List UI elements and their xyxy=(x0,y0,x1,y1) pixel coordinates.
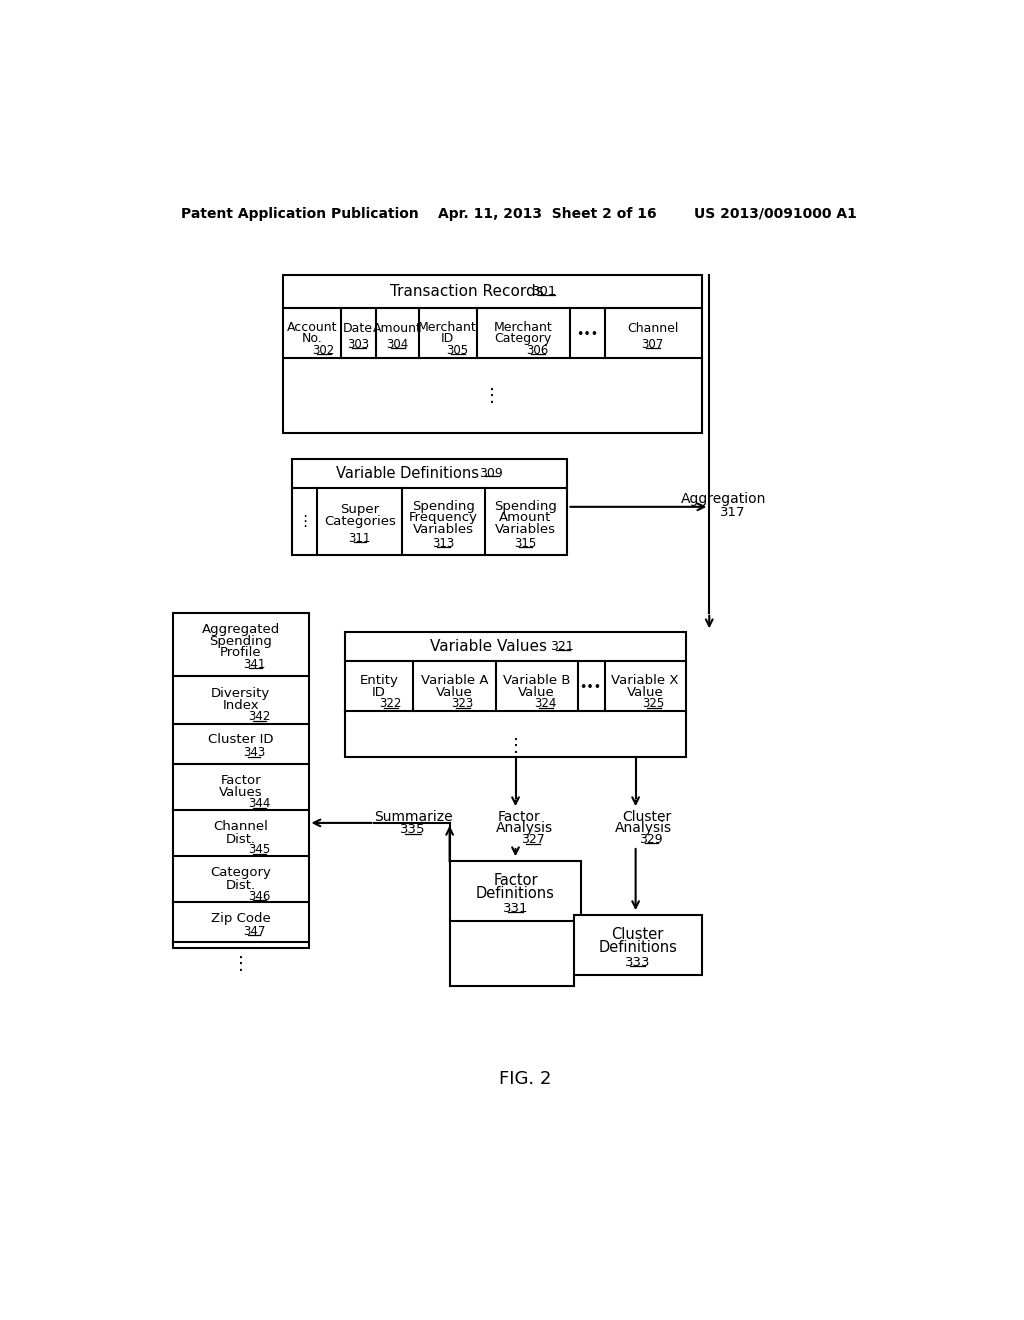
Bar xyxy=(573,915,701,974)
Text: Factor: Factor xyxy=(498,809,541,824)
Text: Definitions: Definitions xyxy=(598,940,677,956)
Text: Variable X: Variable X xyxy=(611,675,679,688)
Text: Merchant: Merchant xyxy=(418,321,477,334)
Text: 307: 307 xyxy=(642,338,664,351)
Text: Value: Value xyxy=(518,686,555,698)
Text: 306: 306 xyxy=(526,345,548,356)
Text: 335: 335 xyxy=(400,824,426,837)
Text: 345: 345 xyxy=(248,843,270,857)
Text: 346: 346 xyxy=(248,890,270,903)
Text: •••: ••• xyxy=(575,327,598,341)
Text: Patent Application Publication: Patent Application Publication xyxy=(180,207,419,220)
Text: Value: Value xyxy=(436,686,473,698)
Text: 321: 321 xyxy=(550,640,573,653)
Bar xyxy=(173,612,308,948)
Text: 333: 333 xyxy=(625,956,650,969)
Text: 311: 311 xyxy=(348,532,371,545)
Text: 302: 302 xyxy=(312,345,335,356)
Text: Definitions: Definitions xyxy=(476,886,555,902)
Text: 322: 322 xyxy=(379,697,401,710)
Text: Frequency: Frequency xyxy=(409,511,478,524)
Text: Value: Value xyxy=(627,686,664,698)
Text: US 2013/0091000 A1: US 2013/0091000 A1 xyxy=(693,207,857,220)
Text: Category: Category xyxy=(210,866,271,879)
Bar xyxy=(292,459,567,554)
Text: Transaction Records: Transaction Records xyxy=(390,284,544,300)
Text: Diversity: Diversity xyxy=(211,686,270,700)
Text: ⋮: ⋮ xyxy=(507,737,524,755)
Text: ID: ID xyxy=(440,333,454,346)
Text: 309: 309 xyxy=(479,467,503,480)
Text: Cluster ID: Cluster ID xyxy=(208,733,273,746)
Bar xyxy=(345,632,686,756)
Text: Index: Index xyxy=(222,700,259,713)
Bar xyxy=(450,861,582,921)
Text: 343: 343 xyxy=(243,746,265,759)
Text: Variable Values: Variable Values xyxy=(430,639,547,655)
Text: Factor: Factor xyxy=(494,873,538,888)
Text: Date: Date xyxy=(343,322,373,335)
Text: ⋮: ⋮ xyxy=(231,954,250,973)
Text: 313: 313 xyxy=(432,536,455,549)
Text: Values: Values xyxy=(219,787,262,800)
Text: Spending: Spending xyxy=(412,499,475,512)
Text: •••: ••• xyxy=(580,681,602,694)
Text: Variables: Variables xyxy=(495,523,556,536)
Text: Aggregated: Aggregated xyxy=(202,623,280,636)
Text: Summarize: Summarize xyxy=(374,809,453,824)
Text: ⋮: ⋮ xyxy=(483,387,502,405)
Text: ⋮: ⋮ xyxy=(297,513,312,529)
Text: Variable Definitions: Variable Definitions xyxy=(336,466,479,480)
Text: 325: 325 xyxy=(642,697,665,710)
Text: Analysis: Analysis xyxy=(497,821,553,836)
Text: 342: 342 xyxy=(248,710,270,723)
Text: Merchant: Merchant xyxy=(494,321,553,334)
Text: Profile: Profile xyxy=(220,647,261,659)
Text: Account: Account xyxy=(287,321,337,334)
Text: 344: 344 xyxy=(248,797,270,810)
Text: Variable B: Variable B xyxy=(503,675,570,688)
Bar xyxy=(283,276,701,433)
Text: 317: 317 xyxy=(720,507,745,520)
Text: Category: Category xyxy=(495,333,552,346)
Text: 324: 324 xyxy=(534,697,556,710)
Text: Cluster: Cluster xyxy=(623,809,672,824)
Text: Zip Code: Zip Code xyxy=(211,912,270,925)
Text: Spending: Spending xyxy=(495,499,557,512)
Text: 327: 327 xyxy=(520,833,545,846)
Text: Factor: Factor xyxy=(220,774,261,787)
Text: Amount: Amount xyxy=(373,322,421,335)
Text: 331: 331 xyxy=(503,902,528,915)
Text: 315: 315 xyxy=(514,536,537,549)
Text: Variable A: Variable A xyxy=(421,675,488,688)
Text: Entity: Entity xyxy=(359,675,398,688)
Text: ID: ID xyxy=(372,686,386,698)
Text: Channel: Channel xyxy=(627,322,678,335)
Text: Analysis: Analysis xyxy=(614,821,672,836)
Text: Apr. 11, 2013  Sheet 2 of 16: Apr. 11, 2013 Sheet 2 of 16 xyxy=(438,207,656,220)
Text: 329: 329 xyxy=(639,833,663,846)
Text: FIG. 2: FIG. 2 xyxy=(499,1069,551,1088)
Text: 347: 347 xyxy=(243,925,265,939)
Text: 304: 304 xyxy=(386,338,408,351)
Text: 301: 301 xyxy=(531,285,557,298)
Text: Super: Super xyxy=(340,503,379,516)
Text: Dist.: Dist. xyxy=(225,833,256,846)
Text: No.: No. xyxy=(301,333,323,346)
Text: Channel: Channel xyxy=(213,820,268,833)
Text: 323: 323 xyxy=(451,697,473,710)
Text: Dist.: Dist. xyxy=(225,879,256,892)
Text: Spending: Spending xyxy=(209,635,272,648)
Text: 303: 303 xyxy=(347,338,370,351)
Text: Amount: Amount xyxy=(500,511,552,524)
Text: Categories: Categories xyxy=(324,515,395,528)
Text: 305: 305 xyxy=(446,345,468,356)
Text: Variables: Variables xyxy=(413,523,474,536)
Text: 341: 341 xyxy=(244,657,266,671)
Text: Cluster: Cluster xyxy=(611,927,664,942)
Text: Aggregation: Aggregation xyxy=(681,492,766,506)
